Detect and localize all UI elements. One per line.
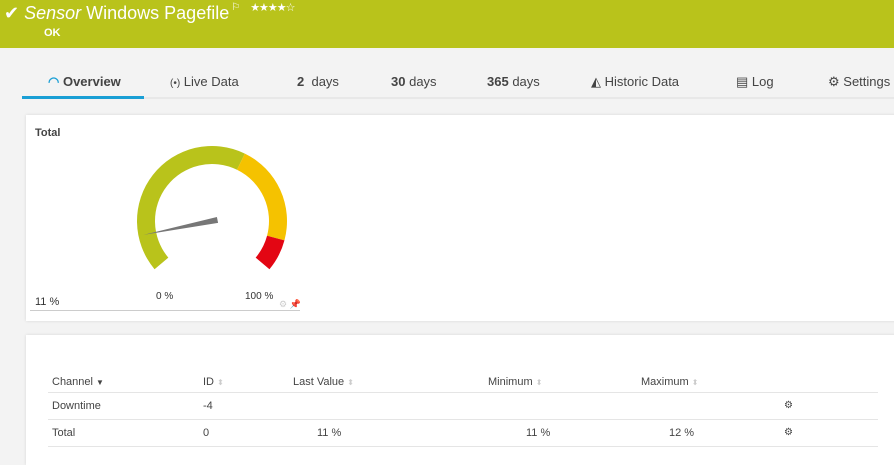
sensor-name: Windows Pagefile — [86, 3, 230, 23]
channel-settings-icon[interactable]: ⚙ — [780, 392, 878, 420]
list-icon: ▤ — [736, 74, 749, 89]
channel-table: Channel ▼ ID ⬍ Last Value ⬍ Minimum ⬍ Ma… — [48, 373, 878, 447]
check-icon: ✔ — [4, 3, 20, 23]
table-row: Downtime -4 ⚙ — [48, 392, 878, 420]
sensor-header: ✔ Sensor Windows Pagefile ⚐ ★★★★☆ OK — [0, 0, 894, 48]
col-last-value[interactable]: Last Value ⬍ — [289, 373, 484, 393]
area-chart-icon: ◭ — [591, 74, 601, 89]
tab-live-data[interactable]: (•) Live Data — [170, 74, 239, 89]
gauge-max-label: 100 % — [245, 291, 274, 302]
priority-stars[interactable]: ★★★★☆ — [250, 2, 295, 14]
tab-settings[interactable]: ⚙ Settings — [828, 74, 891, 89]
broadcast-icon: (•) — [170, 78, 181, 89]
status-text: OK — [44, 27, 61, 39]
gauge — [136, 145, 287, 270]
sensor-label: Sensor — [24, 3, 82, 23]
tab-bar: ◠ Overview (•) Live Data 2 days 30 days … — [22, 68, 894, 99]
channel-table-panel: Channel ▼ ID ⬍ Last Value ⬍ Minimum ⬍ Ma… — [26, 335, 894, 465]
col-minimum[interactable]: Minimum ⬍ — [484, 373, 637, 393]
tab-log[interactable]: ▤ Log — [736, 74, 774, 89]
tab-365-days[interactable]: 365 days — [487, 74, 540, 89]
gauge-min-label: 0 % — [156, 291, 174, 302]
col-channel[interactable]: Channel ▼ — [48, 373, 199, 393]
col-maximum[interactable]: Maximum ⬍ — [637, 373, 780, 393]
gauge-icon: ◠ — [48, 74, 60, 89]
gauge-zone-red — [255, 235, 285, 270]
gauge-value: 11 % — [35, 296, 60, 308]
col-id[interactable]: ID ⬍ — [199, 373, 289, 393]
pin-icon[interactable]: 📌 — [289, 299, 301, 309]
tab-2-days[interactable]: 2 days — [297, 74, 339, 89]
active-tab-indicator — [22, 96, 144, 99]
gear-icon[interactable]: ⚙ — [279, 299, 288, 309]
gear-icon: ⚙ — [828, 74, 840, 89]
gauge-zone-green — [136, 145, 245, 270]
divider — [30, 310, 300, 311]
table-row: Total 0 11 % 11 % 12 % ⚙ — [48, 419, 878, 447]
tab-30-days[interactable]: 30 days — [391, 74, 437, 89]
gauge-title: Total — [35, 127, 61, 139]
tab-historic-data[interactable]: ◭ Historic Data — [591, 74, 680, 89]
gauge-needle — [143, 216, 219, 235]
channel-settings-icon[interactable]: ⚙ — [780, 419, 878, 447]
gauge-panel: Total 11 % 0 % 100 % ⚙ 📌 — [26, 115, 894, 321]
sensor-title: ✔ Sensor Windows Pagefile ⚐ ★★★★☆ — [4, 2, 296, 24]
tab-overview[interactable]: ◠ Overview — [48, 74, 121, 89]
flag-icon[interactable]: ⚐ — [231, 2, 241, 13]
gauge-zone-yellow — [236, 153, 287, 241]
